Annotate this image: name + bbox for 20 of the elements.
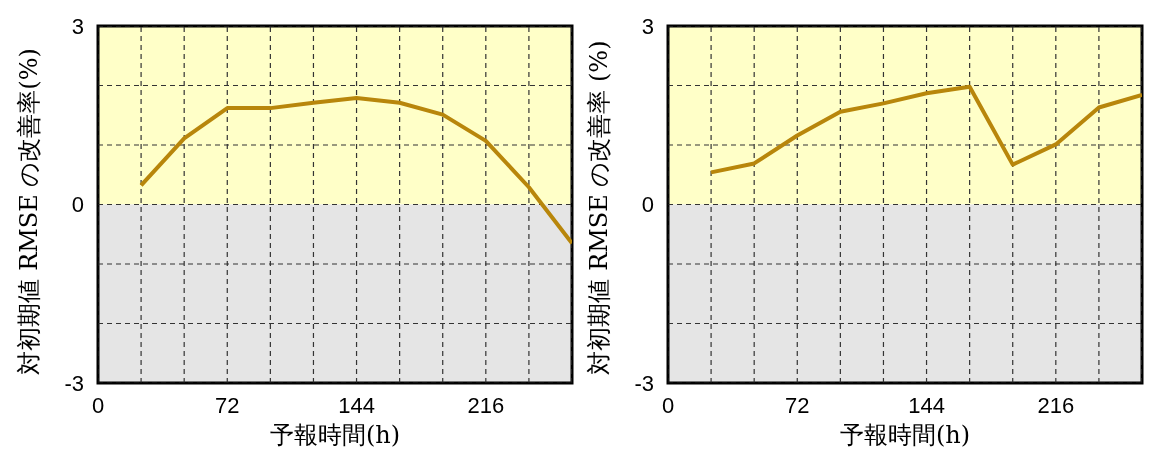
x-tick-label: 144: [908, 392, 945, 418]
x-axis-title: 予報時間(h): [269, 421, 401, 449]
x-tick-label: 72: [215, 392, 240, 418]
y-tick-label: -3: [634, 370, 654, 396]
x-tick-label: 0: [91, 392, 105, 418]
y-tick-label: 0: [71, 192, 84, 218]
x-tick-label: 144: [338, 392, 375, 418]
y-axis-title: 対初期値 RMSE の改善率(%): [14, 48, 43, 375]
y-tick-label: 0: [641, 192, 654, 218]
y-tick-label: -3: [64, 370, 84, 396]
line-series: [709, 84, 1142, 175]
x-tick-label: 0: [661, 392, 675, 418]
y-tick-label: 3: [641, 13, 654, 39]
y-tick-label: 3: [71, 13, 84, 39]
x-tick-label: 216: [1037, 392, 1075, 418]
line-series: [139, 96, 572, 246]
x-tick-label: 216: [467, 392, 505, 418]
y-axis-title: 対初期値 RMSE の改善率 (%): [584, 40, 613, 375]
x-tick-label: 72: [785, 392, 810, 418]
x-axis-title: 予報時間(h): [839, 421, 971, 449]
